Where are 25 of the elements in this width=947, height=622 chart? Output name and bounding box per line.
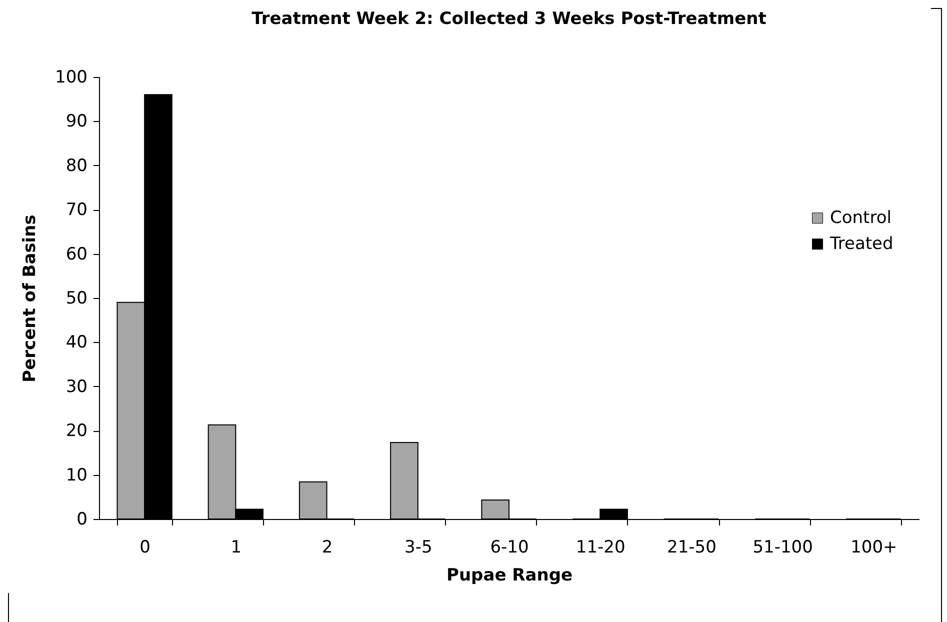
y-tick-label: 100: [55, 68, 88, 88]
x-axis-title: Pupae Range: [446, 566, 573, 586]
y-tick-label: 30: [66, 376, 88, 397]
x-tick-label: 2: [322, 538, 333, 558]
y-tick-label: 70: [66, 200, 88, 220]
y-tick-label: 80: [66, 156, 88, 176]
chart-title: Treatment Week 2: Collected 3 Weeks Post-Treatment: [252, 9, 766, 29]
x-tick-label: 51-100: [752, 538, 813, 558]
legend-label: Treated: [829, 234, 894, 254]
y-tick-label: 90: [66, 112, 88, 132]
x-tick-label: 6-10: [490, 538, 529, 558]
x-tick-label: 100+: [850, 538, 898, 558]
x-tick-label: 1: [230, 538, 242, 558]
x-tick-label: 11-20: [576, 538, 626, 558]
y-tick-label: 50: [66, 288, 88, 308]
x-tick-label: 0: [140, 538, 150, 558]
y-axis-title: Percent of Basins: [20, 214, 40, 382]
x-tick-label: 21-50: [667, 538, 716, 558]
legend-label: Control: [830, 208, 892, 228]
x-tick-label: 3-5: [404, 538, 432, 558]
y-tick-label: 0: [76, 510, 88, 530]
y-tick-label: 60: [66, 244, 88, 264]
y-tick-label: 40: [66, 332, 88, 353]
y-tick-label: 10: [66, 465, 88, 486]
y-tick-label: 20: [66, 421, 88, 442]
